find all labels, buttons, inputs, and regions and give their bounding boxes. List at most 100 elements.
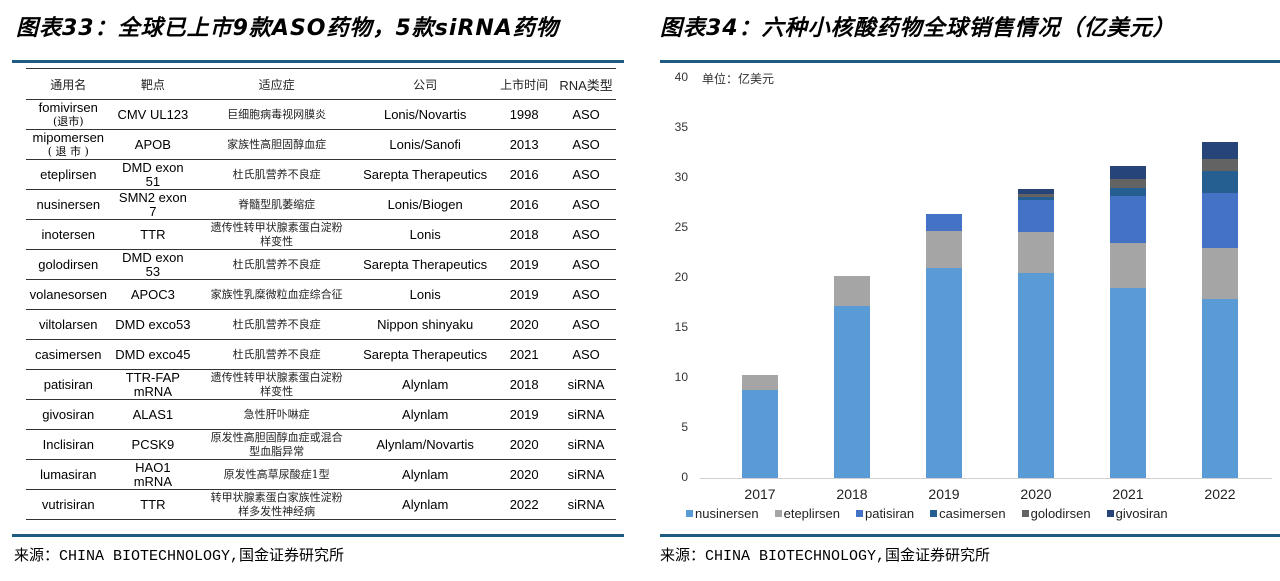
bar-segment-nusinersen (834, 306, 870, 478)
year-cell: 2022 (492, 489, 557, 520)
year-cell: 2018 (492, 369, 557, 400)
column-header: 上市时间 (492, 68, 557, 100)
bar-segment-patisiran (1018, 200, 1054, 232)
indication-cell: 转甲状腺素蛋白家族性淀粉样多发性神经病 (195, 489, 359, 520)
table-row: inotersen TTR 遗传性转甲状腺素蛋白淀粉样变性 Lonis 2018 ASO (26, 219, 616, 250)
generic-name: golodirsen (38, 256, 99, 272)
stacked-bar-2020 (1018, 189, 1054, 478)
rna-type-cell: ASO (556, 339, 616, 370)
rna-type-cell: ASO (556, 99, 616, 130)
legend-swatch-icon (855, 510, 863, 517)
y-tick-label: 20 (674, 270, 688, 284)
bar-segment-eteplirsen (926, 231, 962, 268)
table-row: nusinersen SMN2 exon 7 脊髓型肌萎缩症 Lonis/Biogen… (26, 189, 616, 220)
generic-name: Inclisiran (42, 436, 94, 452)
generic-name: givosiran (42, 406, 95, 422)
company-cell: Nippon shinyaku (358, 309, 493, 340)
generic-name: vutrisiran (41, 496, 95, 512)
table-row: fomivirsen (退市) CMV UL123 巨细胞病毒视网膜炎 Lonis/No… (26, 99, 616, 130)
column-header: 适应症 (195, 68, 359, 100)
bar-segment-casimersen (1202, 171, 1238, 193)
legend-item-casimersen: casimersen (930, 506, 1006, 521)
indication-cell: 脊髓型肌萎缩症 (195, 189, 359, 220)
left-source-note: 来源：CHINA BIOTECHNOLOGY,国金证券研究所 (14, 548, 345, 565)
indication-cell: 家族性高胆固醇血症 (195, 129, 359, 160)
generic-name: casimersen (35, 346, 102, 362)
table-row: volanesorsen APOC3 家族性乳糜微粒血症综合征 Lonis 2019 AS… (26, 279, 616, 310)
generic-name: lumasiran (40, 466, 97, 482)
company-cell: Alynlam (358, 459, 493, 490)
withdrawn-note: (退市) (52, 114, 84, 128)
company-cell: Sarepta Therapeutics (358, 159, 493, 190)
generic-name-cell: casimersen (26, 339, 111, 370)
generic-name-cell: givosiran (26, 399, 111, 430)
year-cell: 2020 (492, 429, 557, 460)
target-cell: CMV UL123 (110, 99, 196, 130)
right-source-note: 来源：CHINA BIOTECHNOLOGY,国金证券研究所 (660, 548, 991, 565)
year-cell: 2013 (492, 129, 557, 160)
x-tick-label: 2022 (1204, 486, 1236, 502)
unit-label: 单位：亿美元 (702, 72, 775, 86)
right-bottom-rule (660, 534, 1280, 537)
bar-segment-eteplirsen (834, 276, 870, 306)
year-cell: 2016 (492, 159, 557, 190)
y-tick-label: 35 (674, 120, 688, 134)
indication-cell: 家族性乳糜微粒血症综合征 (195, 279, 359, 310)
legend-item-nusinersen: nusinersen (686, 506, 759, 521)
rna-type-cell: siRNA (556, 399, 616, 430)
left-top-rule (12, 60, 624, 63)
legend-label: nusinersen (695, 506, 759, 521)
x-tick-label: 2020 (1020, 486, 1052, 502)
y-tick-label: 5 (681, 420, 688, 434)
generic-name-cell: Inclisiran (26, 429, 111, 460)
table-row: viltolarsen DMD exco53 杜氏肌营养不良症 Nippon shin… (26, 309, 616, 340)
target-cell: PCSK9 (110, 429, 196, 460)
legend-label: givosiran (1115, 506, 1168, 521)
generic-name: mipomersen (32, 129, 105, 145)
bar-segment-golodirsen (1202, 159, 1238, 171)
y-tick-label: 25 (674, 220, 688, 234)
left-bottom-rule (12, 534, 624, 537)
bar-segment-casimersen (1018, 197, 1054, 200)
table-header-row: 通用名 靶点 适应症 公司 上市时间 RNA类型 (26, 68, 616, 100)
target-cell: ALAS1 (110, 399, 196, 430)
target-cell: TTR (110, 489, 196, 520)
table-row: mipomersen( 退 市 ) APOB 家族性高胆固醇血症 Lonis/Sano… (26, 129, 616, 160)
company-cell: Alynlam (358, 489, 493, 520)
stacked-bar-2018 (834, 276, 870, 478)
indication-cell: 急性肝卟啉症 (195, 399, 359, 430)
indication-cell: 原发性高草尿酸症1型 (195, 459, 359, 490)
rna-type-cell: siRNA (556, 429, 616, 460)
target-cell: DMD exco53 (110, 309, 196, 340)
table-row: casimersen DMD exco45 杜氏肌营养不良症 Sarepta Ther… (26, 339, 616, 370)
target-cell: HAO1 mRNA (110, 459, 196, 490)
legend-swatch-icon (774, 510, 782, 517)
y-tick-label: 40 (674, 70, 688, 84)
indication-cell: 杜氏肌营养不良症 (195, 309, 359, 340)
rna-type-cell: siRNA (556, 489, 616, 520)
bar-segment-nusinersen (1202, 299, 1238, 478)
legend-label: casimersen (939, 506, 1006, 521)
column-header: 靶点 (110, 68, 196, 100)
rna-type-cell: ASO (556, 129, 616, 160)
company-cell: Sarepta Therapeutics (358, 249, 493, 280)
generic-name: volanesorsen (29, 286, 107, 302)
x-axis-line (700, 478, 1272, 479)
rna-type-cell: ASO (556, 189, 616, 220)
generic-name-cell: nusinersen (26, 189, 111, 220)
bar-segment-nusinersen (1110, 288, 1146, 478)
legend-label: golodirsen (1030, 506, 1091, 521)
y-tick-label: 10 (674, 370, 688, 384)
year-cell: 2021 (492, 339, 557, 370)
company-cell: Lonis (358, 219, 493, 250)
generic-name-cell: vutrisiran (26, 489, 111, 520)
target-cell: SMN2 exon 7 (110, 189, 196, 220)
generic-name: viltolarsen (39, 316, 98, 332)
bar-segment-patisiran (1202, 193, 1238, 248)
stacked-bar-2017 (742, 375, 778, 478)
x-tick-label: 2019 (928, 486, 960, 502)
bar-segment-givosiran (1110, 166, 1146, 179)
company-cell: Alynlam (358, 369, 493, 400)
indication-cell: 遗传性转甲状腺素蛋白淀粉样变性 (195, 219, 359, 250)
legend-label: eteplirsen (783, 506, 840, 521)
